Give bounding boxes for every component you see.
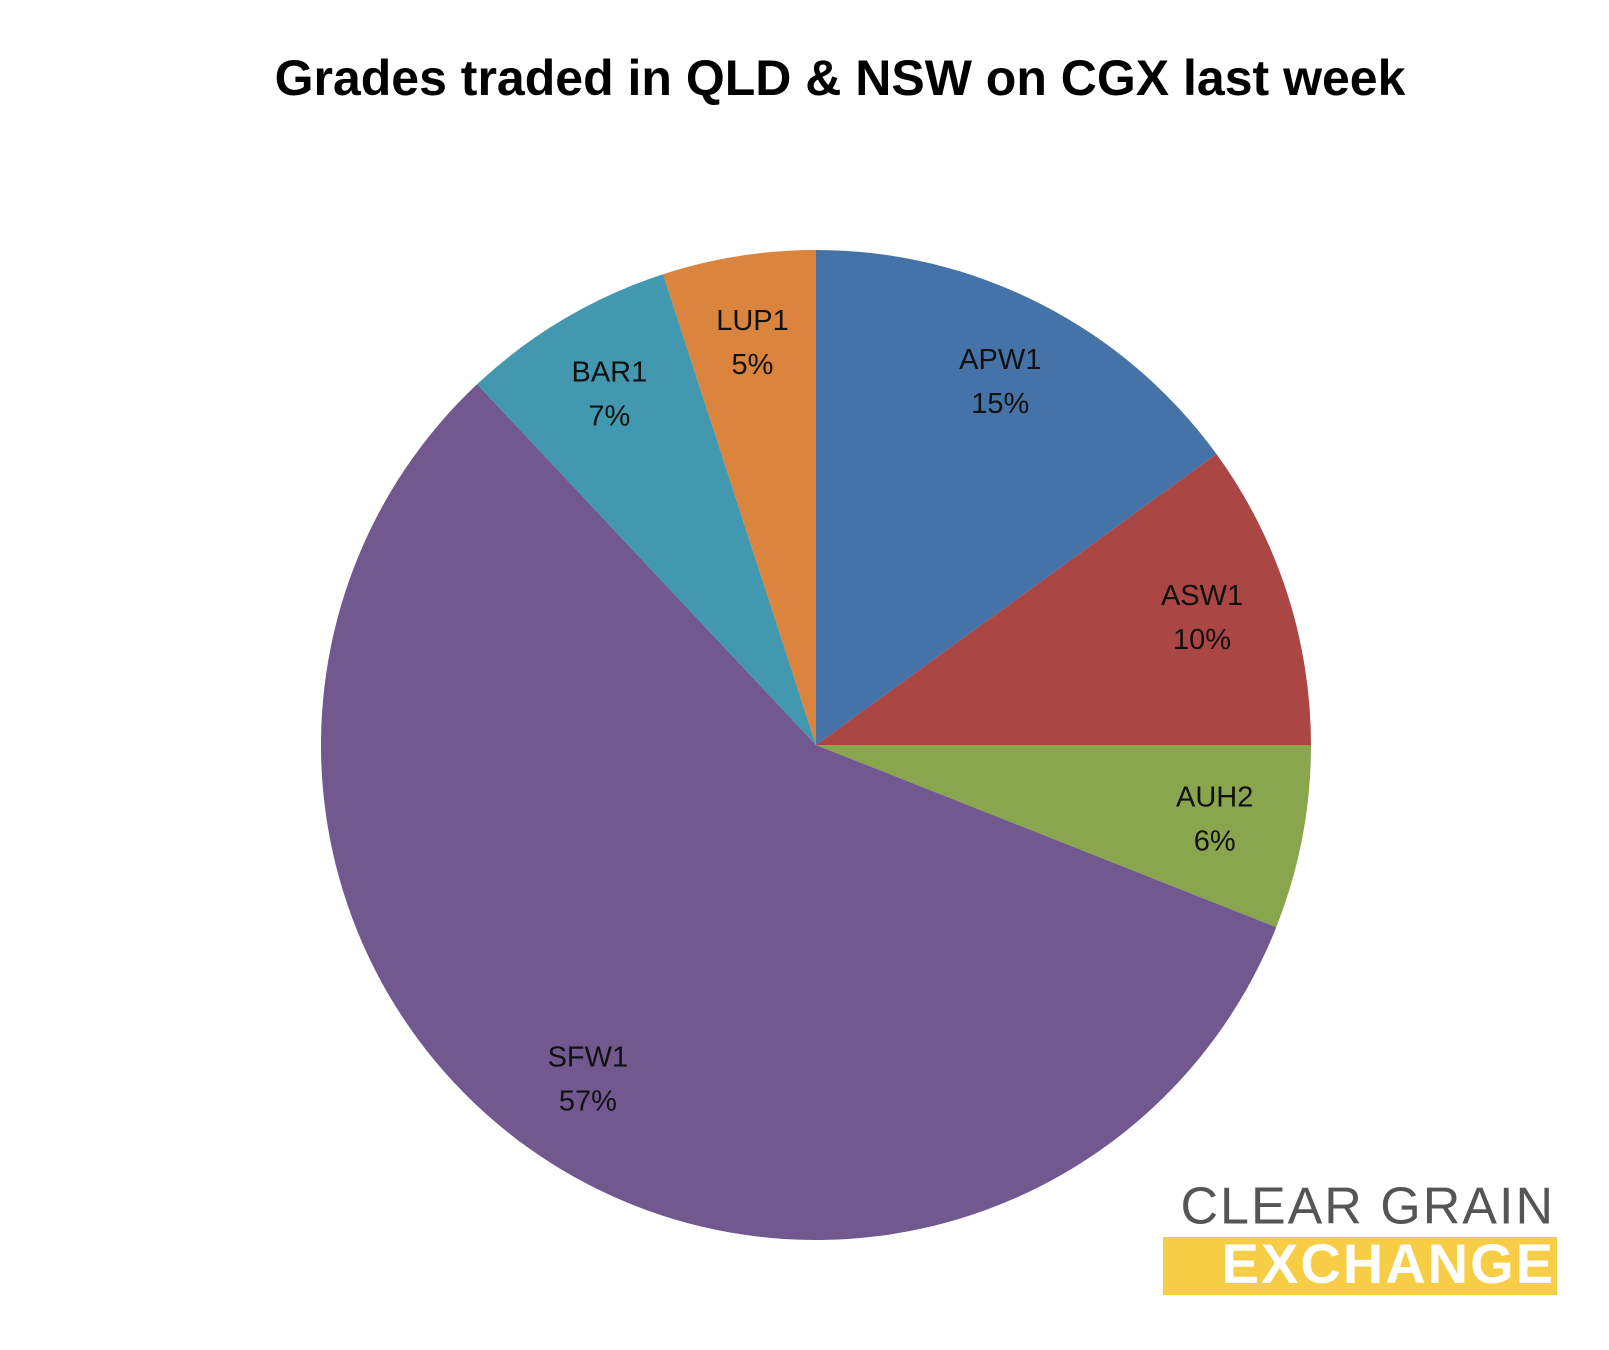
slice-value-label: 57% <box>559 1085 617 1117</box>
logo-line2: EXCHANGE <box>1222 1232 1555 1295</box>
slice-label: ASW1 <box>1161 580 1243 612</box>
slice-label: LUP1 <box>716 305 789 337</box>
slice-label: BAR1 <box>571 356 647 388</box>
slice-value-label: 10% <box>1173 624 1231 656</box>
pie-slice <box>663 250 816 745</box>
slice-value-label: 6% <box>1194 826 1236 858</box>
pie-slice <box>321 384 1277 1241</box>
pie-slice <box>477 274 816 745</box>
logo-band <box>1163 1237 1557 1295</box>
pie-slice <box>816 454 1311 745</box>
pie-slice <box>816 745 1311 928</box>
pie-slice <box>816 250 1217 745</box>
slice-value-label: 15% <box>971 388 1029 420</box>
logo: CLEAR GRAIN EXCHANGE <box>1163 1178 1557 1295</box>
slice-label: SFW1 <box>548 1041 629 1073</box>
slice-label: AUH2 <box>1176 782 1253 814</box>
slice-value-label: 7% <box>588 400 630 432</box>
slice-label: APW1 <box>959 344 1041 376</box>
chart-title: Grades traded in QLD & NSW on CGX last w… <box>275 50 1406 106</box>
pie: APW1 15% ASW1 10% AUH2 6% SFW1 57% BAR1 7% LUP1 5% <box>321 250 1311 1241</box>
logo-line1: CLEAR GRAIN <box>1180 1178 1555 1236</box>
slice-value-label: 5% <box>732 349 774 381</box>
